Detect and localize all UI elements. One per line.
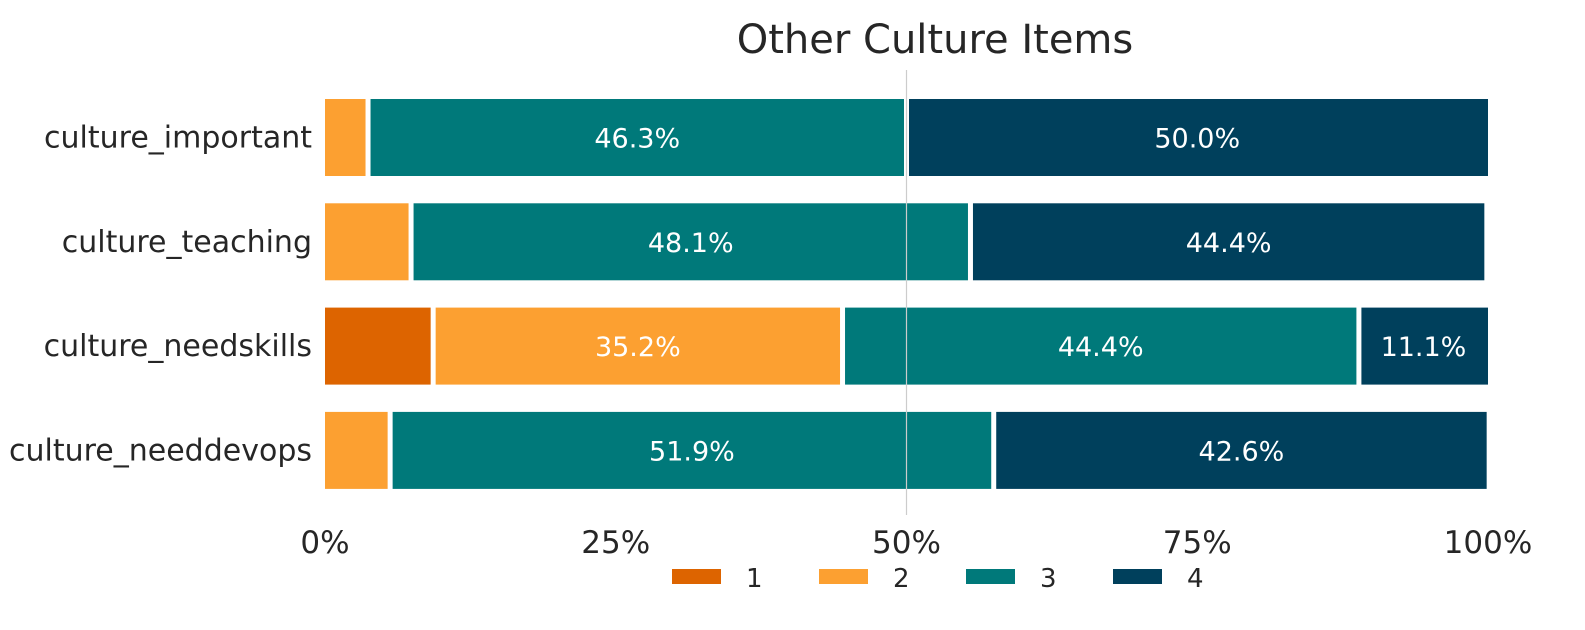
category-label: culture_needskills	[44, 329, 312, 364]
bar-segment	[435, 307, 841, 385]
x-tick-label: 25%	[581, 525, 650, 561]
legend: 1 2 3 4	[672, 564, 1204, 594]
x-tick-label: 75%	[1163, 525, 1232, 561]
category-label: culture_important	[44, 121, 312, 156]
bar-segment	[996, 411, 1487, 489]
legend-swatch	[819, 569, 868, 584]
bar-segment	[392, 411, 992, 489]
legend-label: 2	[893, 564, 910, 594]
data-label: 44.4%	[1186, 228, 1272, 259]
bar-segment	[972, 203, 1485, 281]
data-label: 35.2%	[595, 332, 681, 363]
bar-segment	[325, 411, 388, 489]
legend-label: 3	[1040, 564, 1057, 594]
bar-segment	[325, 203, 409, 281]
legend-label: 4	[1187, 564, 1204, 594]
bar-segment	[413, 203, 968, 281]
bar-segment	[370, 99, 904, 176]
bar-segment	[1361, 307, 1488, 385]
legend-label: 1	[746, 564, 763, 594]
data-label: 11.1%	[1381, 332, 1467, 363]
bar-segment	[845, 307, 1357, 385]
data-label: 44.4%	[1058, 332, 1144, 363]
chart-title: Other Culture Items	[737, 17, 1134, 63]
x-tick-label: 100%	[1444, 525, 1533, 561]
legend-swatch	[1113, 569, 1162, 584]
data-label: 46.3%	[594, 124, 680, 155]
legend-swatch	[966, 569, 1015, 584]
category-labels: culture_important culture_teachingculture…	[9, 121, 312, 469]
category-label: culture_teaching	[62, 225, 312, 260]
x-tick-labels: 0% 25% 50% 75% 100%	[300, 525, 1532, 561]
data-label: 50.0%	[1154, 124, 1240, 155]
data-labels: 46.3% 50.0% 48.1% 44.4% 35.2% 44.4% 11.1% 51.9%…	[594, 124, 1466, 468]
bar-segment	[325, 99, 366, 176]
data-label: 51.9%	[649, 436, 735, 467]
bars	[325, 99, 1488, 489]
data-label: 48.1%	[648, 228, 734, 259]
legend-swatch	[672, 569, 721, 584]
bar-segment	[909, 99, 1488, 176]
data-label: 42.6%	[1199, 436, 1285, 467]
bar-segment	[325, 307, 431, 385]
x-tick-label: 0%	[300, 525, 349, 561]
x-tick-label: 50%	[872, 525, 941, 561]
category-label: culture_needdevops	[9, 433, 312, 468]
